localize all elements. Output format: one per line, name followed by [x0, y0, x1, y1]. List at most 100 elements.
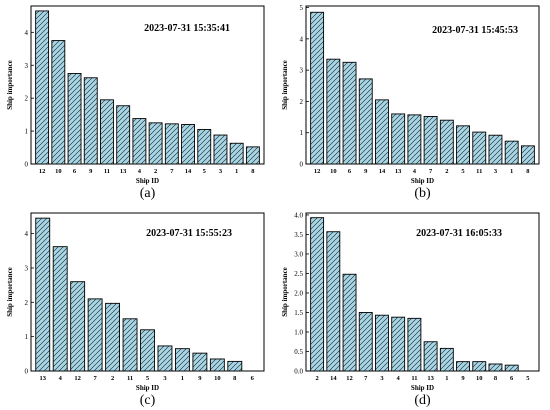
- bar: [423, 341, 438, 372]
- y-tick-label: 2: [300, 98, 304, 106]
- bar: [35, 10, 50, 165]
- y-tick-label: 1: [25, 333, 29, 341]
- bar: [192, 352, 208, 372]
- x-tick-label: 9: [89, 168, 93, 175]
- bar: [245, 146, 260, 165]
- bar: [488, 363, 503, 372]
- x-tick-label: 3: [163, 375, 167, 382]
- x-tick-label: 4: [413, 168, 417, 175]
- bar: [391, 113, 406, 165]
- x-tick-label: 8: [494, 375, 498, 382]
- x-tick-label: 11: [476, 168, 482, 175]
- x-tick-label: 12: [39, 168, 46, 175]
- x-tick-label: 4: [59, 375, 63, 382]
- x-tick-label: 7: [93, 375, 97, 382]
- bar: [209, 358, 225, 372]
- y-tick-label: 1: [25, 128, 29, 136]
- x-tick-label: 5: [146, 375, 150, 382]
- x-tick-label: 5: [526, 375, 530, 382]
- x-tick-label: 10: [214, 375, 221, 382]
- x-tick-label: 4: [138, 168, 142, 175]
- bar: [520, 145, 535, 165]
- y-tick-label: 5: [300, 4, 304, 12]
- y-tick-label: 0.0: [294, 368, 303, 376]
- timestamp-annotation: 2023-07-31 15:35:41: [144, 23, 230, 34]
- y-tick-label: 1.5: [294, 309, 303, 317]
- panel-label: (a): [140, 186, 156, 201]
- x-tick-label: 14: [185, 168, 192, 175]
- panel-label: (b): [414, 186, 431, 201]
- y-tick-label: 0: [300, 161, 304, 169]
- x-tick-label: 13: [395, 168, 402, 175]
- x-tick-label: 4: [397, 375, 401, 382]
- bar: [181, 124, 195, 165]
- bar: [213, 134, 228, 165]
- panel-label: (d): [414, 393, 431, 408]
- x-tick-label: 1: [181, 375, 184, 382]
- y-tick-label: 2.0: [294, 289, 303, 297]
- bar: [407, 317, 422, 372]
- x-tick-label: 11: [104, 168, 110, 175]
- x-tick-label: 9: [364, 168, 368, 175]
- y-tick-label: 1: [300, 129, 304, 137]
- y-tick-label: 4: [25, 230, 29, 238]
- chart-panel-4: 0.0 0.5 1.0 1.5 2.0 2.5 3.0 3.5 4.0 2 14 12 7 3 4 11 13 1…: [281, 211, 540, 408]
- bar: [140, 329, 155, 372]
- bar: [407, 114, 422, 165]
- x-tick-label: 7: [364, 375, 368, 382]
- bar: [116, 105, 131, 165]
- y-axis-label: Ship importance: [6, 267, 14, 317]
- bar: [472, 361, 487, 372]
- timestamp-annotation: 2023-07-31 16:05:33: [416, 228, 502, 239]
- bar: [164, 123, 179, 165]
- x-tick-label: 2: [315, 375, 318, 382]
- bar: [504, 364, 519, 372]
- y-tick-label: 4: [300, 35, 304, 43]
- bar: [227, 360, 243, 372]
- bar: [157, 345, 173, 372]
- x-tick-label: 14: [379, 168, 386, 175]
- x-tick-label: 6: [348, 168, 352, 175]
- x-tick-label: 12: [314, 168, 321, 175]
- x-tick-label: 14: [330, 375, 337, 382]
- bar: [358, 78, 373, 165]
- x-tick-label: 2: [445, 168, 448, 175]
- bar: [229, 142, 244, 165]
- bar: [358, 312, 373, 372]
- bar: [51, 40, 66, 165]
- y-tick-label: 3.0: [294, 250, 303, 258]
- x-tick-label: 10: [330, 168, 337, 175]
- bar: [439, 119, 454, 165]
- y-tick-label: 4.0: [294, 211, 303, 219]
- x-tick-label: 12: [74, 375, 81, 382]
- plot-frame: [305, 212, 540, 372]
- x-tick-label: 2: [154, 168, 157, 175]
- bar: [326, 231, 341, 372]
- bar: [132, 118, 147, 165]
- bar: [87, 298, 103, 372]
- x-tick-label: 12: [346, 375, 353, 382]
- bar: [83, 77, 98, 165]
- x-tick-label: 7: [429, 168, 433, 175]
- bar: [504, 140, 519, 165]
- y-tick-label: 3: [300, 67, 304, 75]
- y-tick-label: 3.5: [294, 231, 303, 239]
- x-tick-label: 13: [39, 375, 46, 382]
- x-tick-label: 13: [427, 375, 434, 382]
- bar: [310, 11, 325, 165]
- x-tick-label: 3: [380, 375, 384, 382]
- x-tick-label: 5: [461, 168, 465, 175]
- panel-label: (c): [140, 393, 156, 408]
- y-tick-label: 2: [25, 299, 29, 307]
- bar: [456, 125, 470, 165]
- timestamp-annotation: 2023-07-31 15:55:23: [146, 228, 232, 239]
- bar: [174, 348, 190, 372]
- bar: [52, 246, 68, 372]
- x-tick-label: 2: [111, 375, 114, 382]
- x-tick-label: 11: [411, 375, 417, 382]
- y-tick-label: 3: [25, 264, 29, 272]
- x-tick-label: 9: [461, 375, 465, 382]
